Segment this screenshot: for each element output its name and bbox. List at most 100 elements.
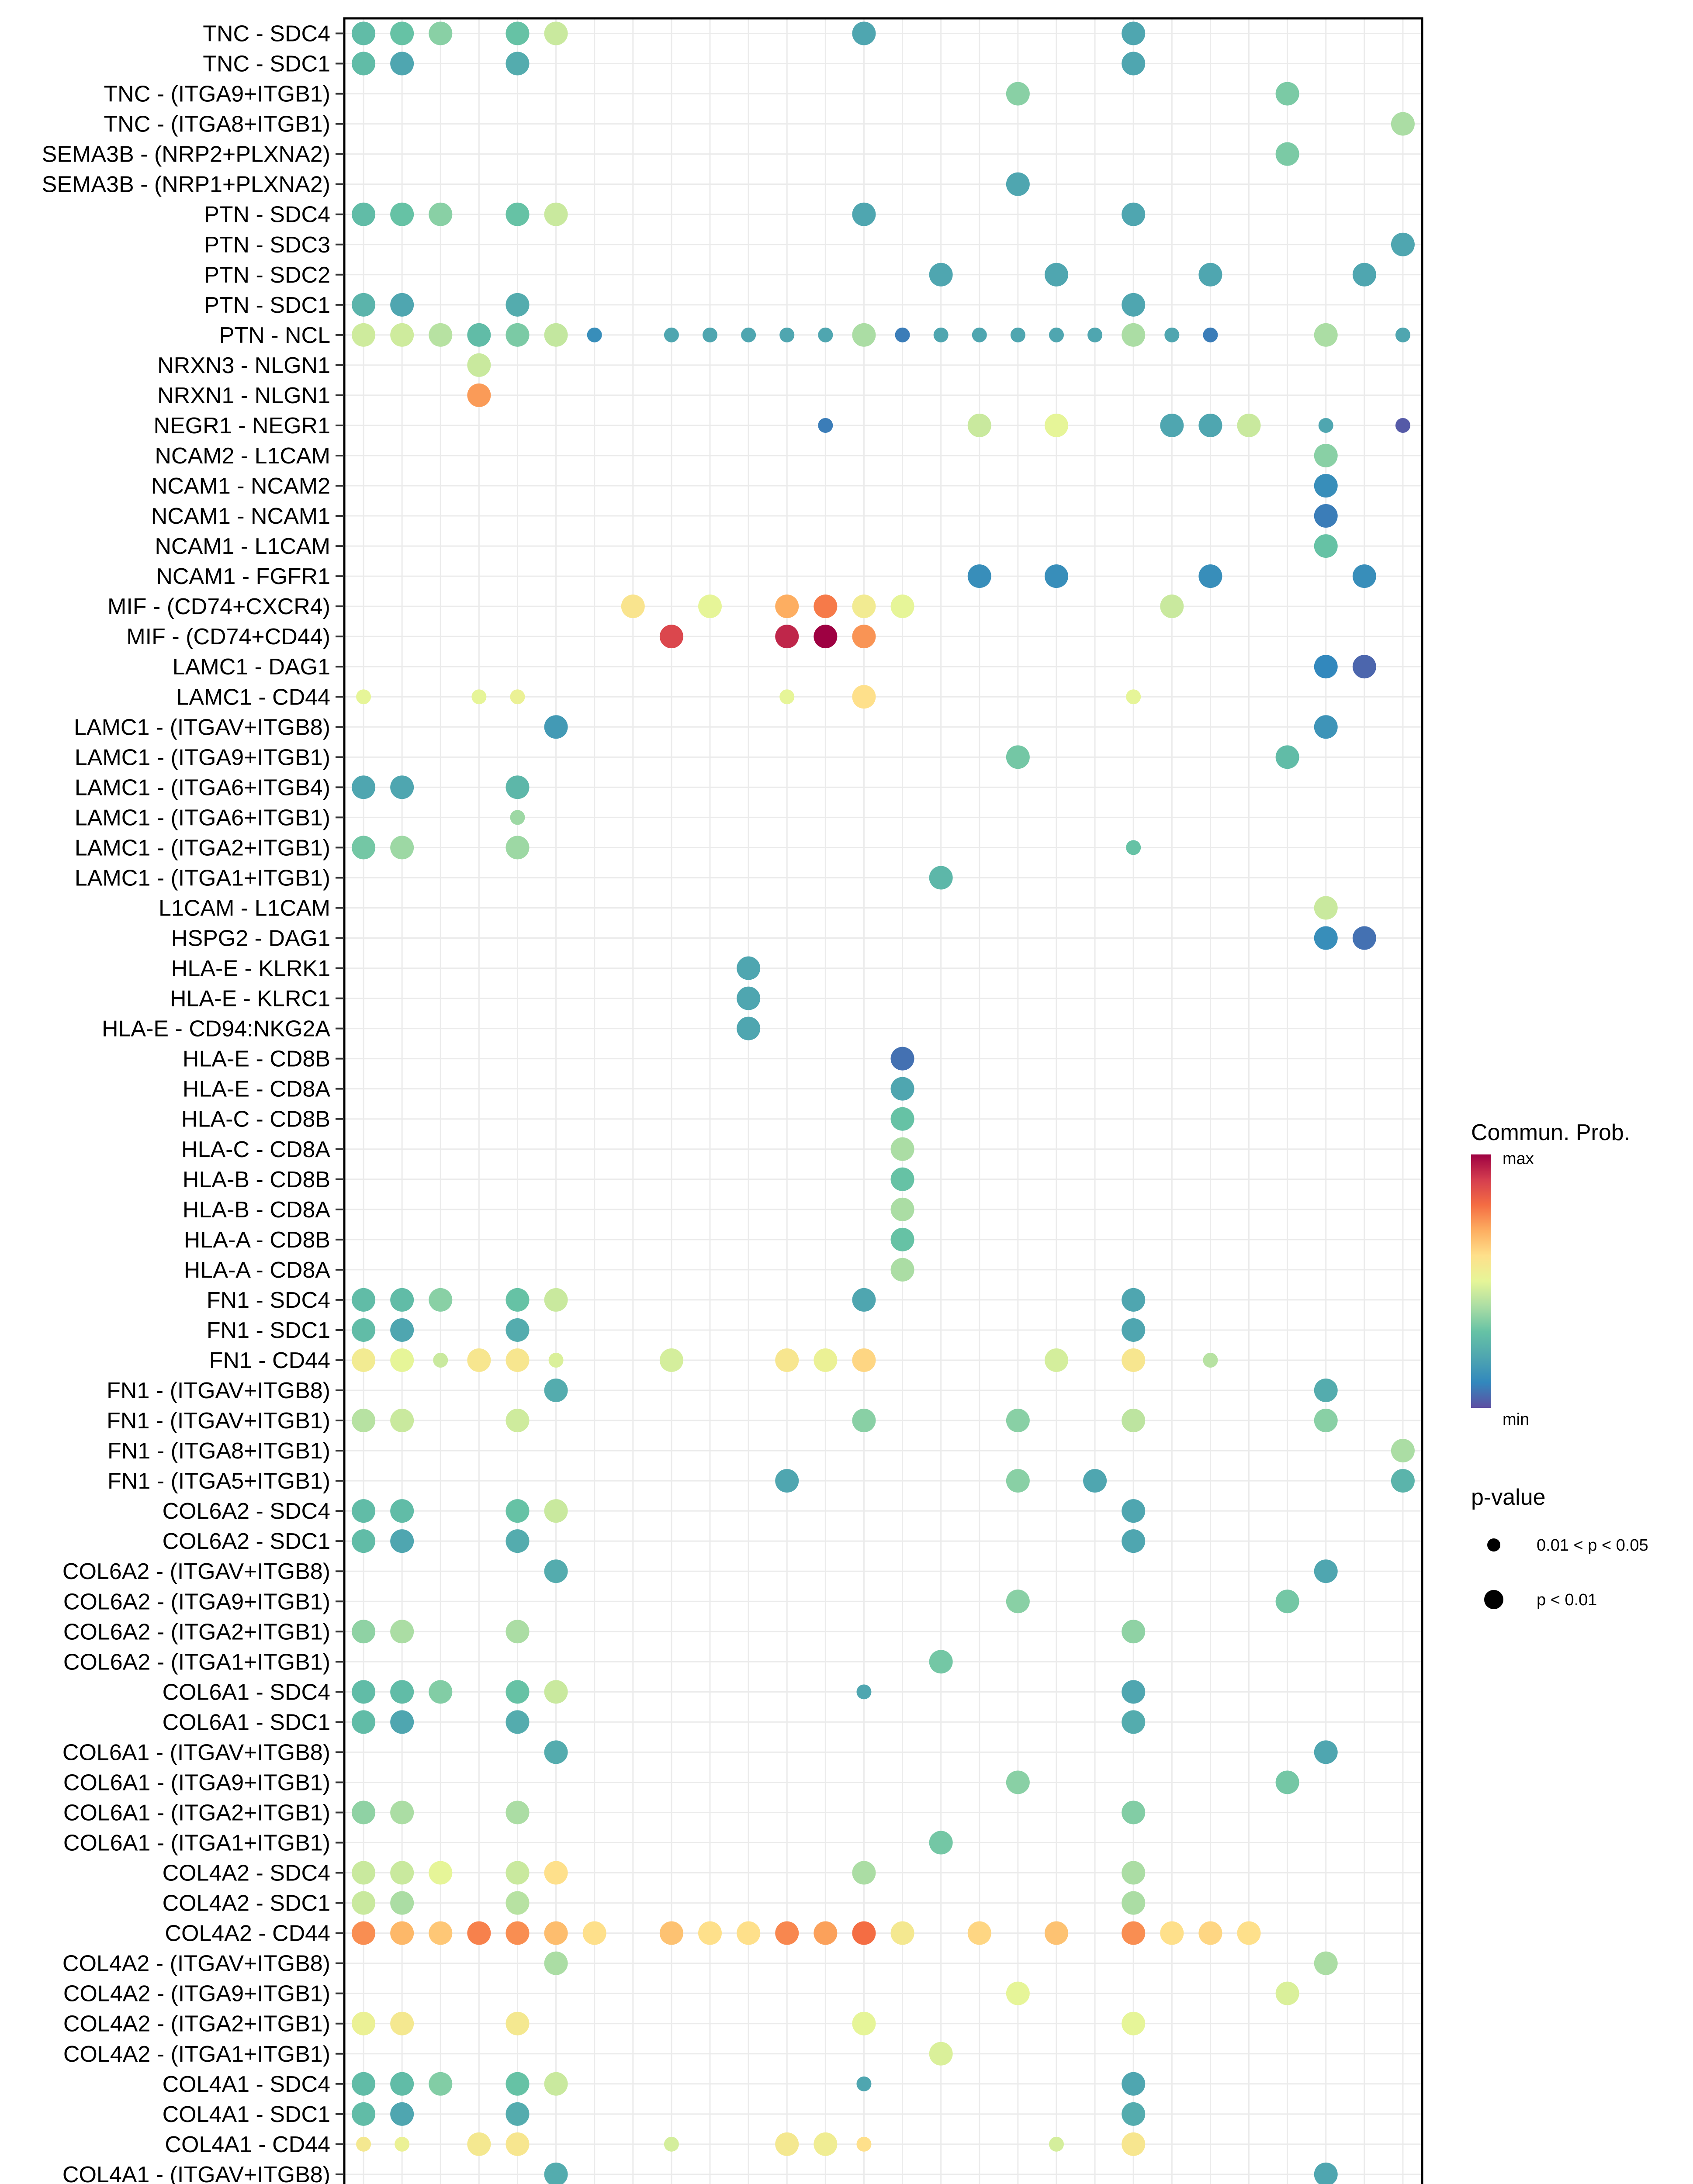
data-point — [659, 1348, 683, 1372]
data-point — [390, 323, 414, 347]
data-point — [1044, 564, 1068, 588]
data-point — [352, 202, 376, 226]
y-tick-label: HSPG2 - DAG1 — [171, 926, 330, 951]
data-point — [429, 1680, 453, 1704]
data-point — [467, 323, 491, 347]
y-tick-label: HLA-E - CD8A — [183, 1077, 330, 1102]
data-point — [352, 1620, 376, 1644]
data-point — [390, 1620, 414, 1644]
data-point — [1126, 840, 1141, 855]
y-tick-label: COL6A2 - SDC1 — [163, 1529, 330, 1554]
y-tick-label: COL6A1 - SDC4 — [163, 1679, 330, 1705]
y-tick-label: COL6A2 - (ITGAV+ITGB8) — [62, 1559, 330, 1584]
data-point — [1395, 418, 1410, 433]
y-tick-label: L1CAM - L1CAM — [159, 895, 330, 921]
size-legend-label: p < 0.01 — [1537, 1591, 1597, 1609]
data-point — [1275, 1770, 1299, 1794]
colorbar-min-label: min — [1503, 1410, 1529, 1429]
y-tick-label: PTN - SDC4 — [204, 202, 330, 228]
data-point — [1083, 1469, 1107, 1493]
data-point — [352, 1710, 376, 1734]
data-point — [852, 2011, 876, 2035]
data-point — [544, 1288, 568, 1312]
y-tick-label: COL6A2 - (ITGA2+ITGB1) — [63, 1619, 330, 1645]
dot-layer — [352, 21, 1415, 2184]
data-point — [352, 836, 376, 860]
data-point — [390, 1409, 414, 1433]
data-point — [505, 323, 530, 347]
data-point — [1314, 323, 1338, 347]
data-point — [741, 327, 756, 342]
data-point — [390, 1288, 414, 1312]
data-point — [390, 1891, 414, 1915]
data-point — [1391, 1439, 1415, 1463]
data-point — [352, 1409, 376, 1433]
data-point — [505, 1921, 530, 1945]
data-point — [544, 323, 568, 347]
data-point — [737, 1921, 761, 1945]
data-point — [429, 2072, 453, 2096]
data-point — [505, 836, 530, 860]
data-point — [390, 2102, 414, 2126]
data-point — [1122, 1891, 1146, 1915]
data-point — [429, 323, 453, 347]
y-tick-label: TNC - SDC1 — [203, 52, 330, 77]
data-point — [1122, 1710, 1146, 1734]
data-point — [505, 1710, 530, 1734]
data-point — [505, 1680, 530, 1704]
data-point — [390, 836, 414, 860]
data-point — [852, 625, 876, 649]
data-point — [1318, 418, 1333, 433]
data-point — [505, 1620, 530, 1644]
y-tick-label: LAMC1 - (ITGAV+ITGB8) — [74, 715, 330, 740]
data-point — [1122, 2132, 1146, 2156]
data-point — [352, 775, 376, 799]
data-point — [1314, 443, 1338, 467]
data-point — [1275, 142, 1299, 166]
y-axis-labels: TNC - SDC4 TNC - SDC1 TNC - (ITGA9+ITGB1) T… — [42, 21, 344, 2184]
data-point — [775, 594, 799, 619]
data-point — [852, 1348, 876, 1372]
y-tick-label: COL4A2 - (ITGAV+ITGB8) — [62, 1951, 330, 1977]
data-point — [852, 21, 876, 45]
y-tick-label: COL6A2 - SDC4 — [163, 1499, 330, 1524]
y-tick-label: PTN - SDC1 — [204, 293, 330, 318]
y-tick-label: COL6A1 - (ITGA1+ITGB1) — [63, 1831, 330, 1856]
data-point — [544, 1680, 568, 1704]
data-point — [544, 1379, 568, 1403]
data-point — [1237, 1921, 1261, 1945]
data-point — [433, 1352, 448, 1368]
data-point — [1122, 1680, 1146, 1704]
y-tick-label: NCAM1 - NCAM2 — [151, 473, 330, 499]
data-point — [1352, 263, 1376, 287]
y-tick-label: COL6A1 - (ITGA9+ITGB1) — [63, 1770, 330, 1795]
data-point — [390, 1800, 414, 1825]
data-point — [698, 594, 722, 619]
y-tick-label: NCAM2 - L1CAM — [155, 443, 330, 469]
data-point — [352, 2011, 376, 2035]
y-tick-label: COL4A1 - (ITGAV+ITGB8) — [62, 2162, 330, 2184]
data-point — [505, 1348, 530, 1372]
data-point — [890, 1167, 914, 1191]
data-point — [390, 52, 414, 76]
data-point — [548, 1352, 564, 1368]
data-point — [621, 594, 645, 619]
y-tick-label: LAMC1 - (ITGA9+ITGB1) — [75, 745, 330, 770]
y-tick-label: COL6A2 - (ITGA1+ITGB1) — [63, 1649, 330, 1675]
data-point — [356, 2136, 371, 2152]
data-point — [505, 21, 530, 45]
data-point — [467, 383, 491, 407]
y-tick-label: NRXN1 - NLGN1 — [157, 383, 330, 408]
data-point — [1122, 2102, 1146, 2126]
size-legend-label: 0.01 < p < 0.05 — [1537, 1536, 1648, 1555]
y-tick-label: COL4A1 - SDC4 — [163, 2072, 330, 2097]
y-tick-label: COL4A2 - CD44 — [165, 1921, 330, 1946]
data-point — [1314, 1559, 1338, 1583]
data-point — [467, 2132, 491, 2156]
y-tick-label: PTN - NCL — [219, 323, 330, 348]
data-point — [814, 2132, 838, 2156]
y-tick-label: COL4A2 - SDC4 — [163, 1861, 330, 1886]
data-point — [1122, 1529, 1146, 1553]
data-point — [1314, 715, 1338, 739]
data-point — [505, 1861, 530, 1885]
